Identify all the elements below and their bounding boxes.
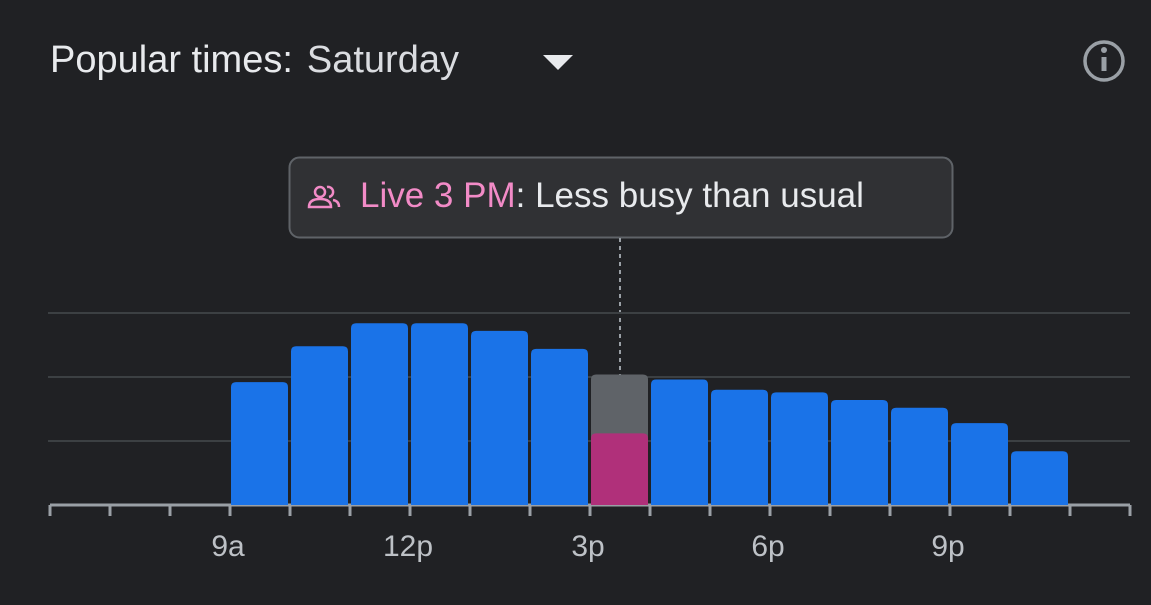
- info-dot: [1101, 47, 1107, 53]
- x-tick-label: 12p: [383, 530, 433, 563]
- bar: [831, 400, 888, 505]
- info-stem: [1101, 57, 1107, 71]
- bar: [231, 382, 288, 505]
- bar: [651, 379, 708, 505]
- x-tick-label: 9a: [211, 530, 245, 563]
- day-select[interactable]: Saturday: [307, 39, 459, 81]
- dropdown-arrow[interactable]: [543, 55, 573, 70]
- info-circle: [1083, 40, 1125, 82]
- live-text: : Less busy than usual: [516, 176, 864, 215]
- tooltip-text: Live 3 PM: Less busy than usual: [360, 176, 864, 215]
- title: Popular times: Saturday: [50, 39, 459, 81]
- live-bar: [591, 433, 648, 505]
- bar: [531, 348, 588, 505]
- bar: [351, 323, 408, 505]
- bar: [951, 423, 1008, 505]
- bar: [471, 330, 528, 505]
- live-tooltip: [288, 156, 954, 239]
- info-button[interactable]: [1083, 40, 1125, 82]
- bar: [771, 392, 828, 505]
- x-tick-label: 6p: [751, 530, 784, 563]
- x-tick-label: 3p: [571, 530, 604, 563]
- x-tick-label: 9p: [931, 530, 964, 563]
- people-icon: [307, 185, 341, 209]
- title-text: Popular times:: [50, 39, 293, 81]
- bar: [291, 346, 348, 505]
- bar: [1011, 451, 1068, 505]
- bar: [411, 323, 468, 505]
- live-label: Live 3 PM: [360, 176, 516, 215]
- bar: [711, 389, 768, 505]
- bar: [891, 407, 948, 505]
